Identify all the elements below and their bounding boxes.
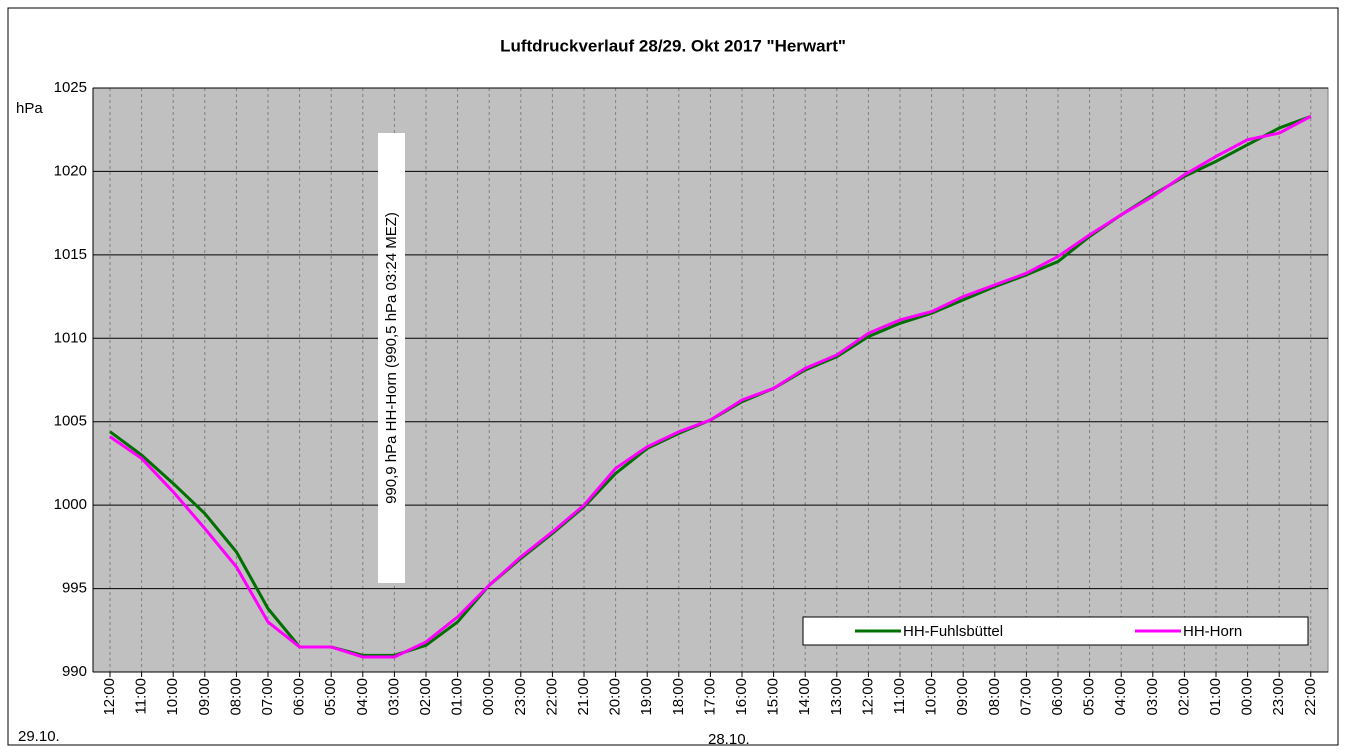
x-tick-label: 13:00 [828, 678, 845, 716]
y-tick-label: 1000 [54, 496, 87, 513]
chart-title: Luftdruckverlauf 28/29. Okt 2017 "Herwar… [500, 36, 846, 55]
x-tick-label: 03:00 [385, 678, 402, 716]
x-tick-label: 23:00 [1270, 678, 1287, 716]
x-tick-label: 01:00 [1207, 678, 1224, 716]
date-label: 29.10. [18, 728, 60, 745]
x-tick-label: 12:00 [101, 678, 118, 716]
x-tick-label: 15:00 [765, 678, 782, 716]
x-tick-label: 11:00 [133, 678, 150, 714]
x-tick-label: 09:00 [954, 678, 971, 716]
x-tick-label: 18:00 [670, 678, 687, 716]
x-tick-label: 04:00 [1112, 678, 1129, 716]
plot-area [92, 87, 1329, 673]
x-tick-label: 08:00 [986, 678, 1003, 716]
y-tick-label: 1020 [54, 162, 87, 179]
annotation-box [378, 133, 405, 583]
y-tick-label: 990 [62, 663, 87, 680]
x-tick-label: 07:00 [1017, 678, 1034, 716]
x-tick-label: 05:00 [1081, 678, 1098, 716]
x-tick-label: 11:00 [891, 678, 908, 714]
annotation: 990,9 hPa HH-Horn (990,5 hPa 03:24 MEZ) [383, 212, 400, 504]
x-tick-label: 01:00 [449, 678, 466, 716]
legend-label: HH-Fuhlsbüttel [903, 623, 1003, 640]
series-line [109, 115, 1312, 659]
x-tick-label: 06:00 [1049, 678, 1066, 716]
x-tick-label: 09:00 [196, 678, 213, 716]
x-tick-label: 20:00 [607, 678, 624, 716]
y-tick-label: 1005 [54, 413, 87, 430]
x-tick-label: 00:00 [1239, 678, 1256, 716]
x-tick-label: 22:00 [543, 678, 560, 716]
x-tick-label: 22:00 [1302, 678, 1319, 716]
x-tick-label: 08:00 [227, 678, 244, 716]
y-tick-label: 1010 [54, 329, 87, 346]
x-tick-label: 02:00 [417, 678, 434, 716]
legend-label: HH-Horn [1183, 623, 1242, 640]
x-tick-label: 04:00 [354, 678, 371, 716]
x-tick-label: 07:00 [259, 678, 276, 716]
x-tick-label: 16:00 [733, 678, 750, 716]
date-label: 28.10. [708, 731, 750, 748]
y-unit: hPa [16, 100, 43, 117]
x-tick-label: 19:00 [638, 678, 655, 716]
y-tick-label: 1015 [54, 246, 87, 263]
x-tick-label: 21:00 [575, 678, 592, 716]
y-tick-label: 1025 [54, 79, 87, 96]
x-tick-label: 12:00 [859, 678, 876, 716]
x-tick-label: 10:00 [923, 678, 940, 716]
x-tick-label: 03:00 [1144, 678, 1161, 716]
x-tick-label: 10:00 [164, 678, 181, 716]
x-tick-label: 14:00 [796, 678, 813, 716]
x-tick-label: 23:00 [512, 678, 529, 716]
x-tick-label: 00:00 [480, 678, 497, 716]
x-tick-label: 17:00 [701, 678, 718, 716]
x-tick-label: 06:00 [291, 678, 308, 716]
y-tick-label: 995 [62, 580, 87, 597]
x-tick-label: 05:00 [322, 678, 339, 716]
x-tick-label: 02:00 [1175, 678, 1192, 716]
